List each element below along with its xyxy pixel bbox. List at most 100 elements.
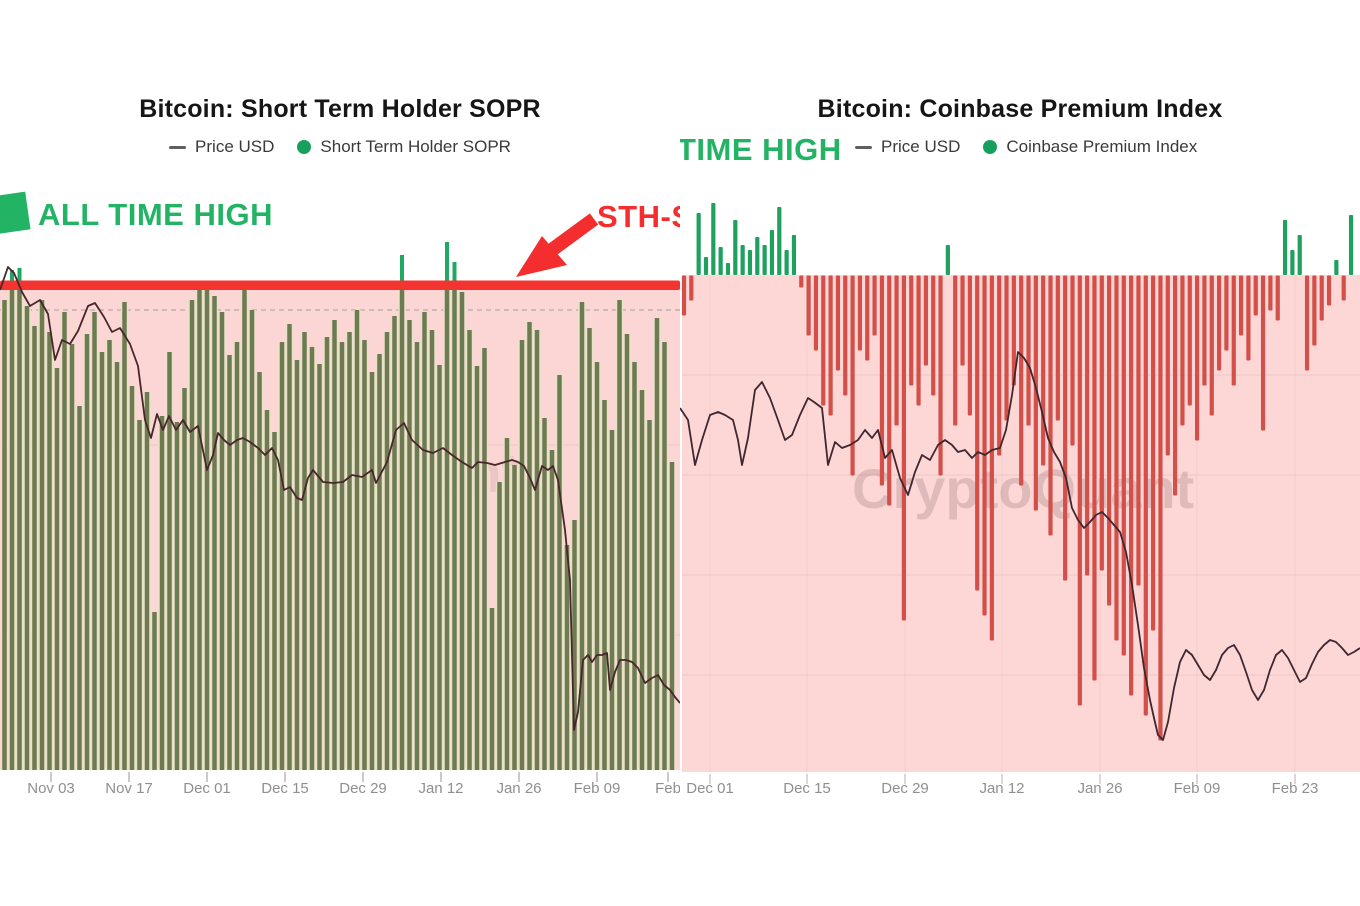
sopr-bar — [399, 285, 405, 770]
sopr-chart-legend: Price USD Short Term Holder SOPR — [0, 137, 680, 157]
premium-bar-positive — [711, 203, 716, 275]
x-axis-label: Jan 26 — [496, 780, 541, 797]
premium-bar-negative — [813, 275, 819, 351]
sopr-bar — [467, 330, 472, 770]
x-axis-label: Dec 01 — [686, 780, 734, 797]
premium-bar-negative — [960, 275, 965, 366]
premium-bar-negative — [799, 275, 804, 288]
premium-bar-negative — [1136, 275, 1141, 586]
sopr-bar — [257, 372, 262, 770]
sopr-bar — [189, 300, 195, 770]
sopr-bar — [122, 302, 127, 770]
premium-bar-negative — [1107, 275, 1112, 606]
sopr-bar — [429, 330, 435, 770]
sopr-bar — [92, 312, 97, 770]
x-axis-label: Nov 17 — [105, 780, 153, 797]
sopr-bar — [227, 355, 232, 770]
sopr-series-dot-icon — [297, 140, 312, 154]
sopr-bar — [579, 302, 585, 770]
x-axis-label: Feb — [655, 780, 680, 797]
premium-bar-negative — [1304, 275, 1310, 371]
premium-bar-positive — [791, 235, 797, 275]
premium-bar-negative — [1070, 275, 1075, 446]
sopr-bar — [482, 348, 487, 770]
sopr-bar — [557, 375, 562, 770]
premium-bar-positive — [1282, 220, 1288, 275]
premium-bar-negative — [989, 275, 994, 641]
premium-bar-negative — [909, 275, 914, 386]
premium-bar-negative — [1173, 275, 1178, 496]
red-arrow-head-icon — [516, 236, 567, 277]
sopr-bar — [654, 318, 660, 770]
sopr-bar — [632, 362, 637, 770]
premium-bar-negative — [1129, 275, 1134, 696]
all-time-high-annotation: ALL TIME HIGH — [38, 197, 273, 232]
sopr-bar — [474, 366, 480, 770]
sopr-bar — [62, 312, 67, 770]
premium-bar-negative — [879, 275, 885, 486]
premium-bar-negative — [1158, 275, 1163, 741]
premium-series-legend-label: Coinbase Premium Index — [1006, 137, 1198, 156]
x-axis-label: Feb 09 — [1174, 780, 1221, 797]
premium-bar-negative — [1019, 275, 1024, 486]
premium-bar-negative — [1004, 275, 1009, 421]
premium-bar-negative — [689, 275, 694, 301]
sopr-bar — [489, 608, 495, 770]
sopr-bar — [662, 342, 667, 770]
premium-bar-negative — [835, 275, 841, 371]
sopr-series-legend-label: Short Term Holder SOPR — [320, 137, 511, 156]
premium-bar-positive — [784, 250, 789, 275]
sopr-bar — [452, 285, 457, 770]
premium-bar-negative — [1326, 275, 1332, 306]
sopr-bar-above-threshold — [17, 268, 22, 285]
sopr-bar — [84, 334, 90, 770]
sopr-bar — [497, 482, 502, 770]
sopr-bar — [564, 545, 570, 770]
sopr-bar — [362, 340, 367, 770]
premium-bar-negative — [1246, 275, 1251, 361]
sopr-bar — [624, 334, 630, 770]
x-axis-label: Feb 09 — [574, 780, 621, 797]
sopr-bar — [137, 420, 142, 770]
premium-bar-negative — [1055, 275, 1060, 421]
sopr-bar — [294, 360, 300, 770]
premium-bar-negative — [982, 275, 987, 616]
premium-chart-legend: Price USD Coinbase Premium Index — [855, 137, 1197, 157]
premium-bar-negative — [872, 275, 877, 336]
premium-bar-negative — [1231, 275, 1236, 386]
x-axis-label: Dec 29 — [881, 780, 929, 797]
sopr-chart-title: Bitcoin: Short Term Holder SOPR — [139, 95, 541, 123]
premium-bar-negative — [1121, 275, 1126, 656]
premium-bar-negative — [1041, 275, 1046, 466]
sopr-bar — [77, 406, 82, 770]
sopr-bar — [9, 285, 15, 770]
sopr-bar — [54, 368, 60, 770]
sopr-bar — [534, 330, 540, 770]
premium-bar-negative — [967, 275, 972, 416]
premium-bar-positive — [762, 245, 767, 275]
premium-bar-negative — [1077, 275, 1082, 706]
sopr-bar — [437, 365, 442, 770]
premium-bar-negative — [681, 275, 687, 316]
premium-bar-negative — [1260, 275, 1266, 431]
sth-sopr-annotation: STH-S — [597, 199, 680, 234]
sopr-bar — [69, 344, 75, 770]
premium-bar-positive — [740, 245, 745, 275]
premium-bar-negative — [1063, 275, 1068, 581]
premium-bar-negative — [1202, 275, 1207, 386]
premium-bar-negative — [931, 275, 936, 396]
sopr-bar-above-threshold — [10, 270, 14, 285]
sopr-bar — [542, 418, 547, 770]
sopr-bar — [114, 362, 120, 770]
sopr-bar — [572, 520, 577, 770]
premium-bar-negative — [843, 275, 848, 396]
premium-bar-negative — [938, 275, 943, 476]
premium-bar-negative — [901, 275, 906, 621]
premium-bar-positive — [769, 230, 775, 275]
premium-bar-negative — [997, 275, 1002, 456]
premium-bar-negative — [1275, 275, 1280, 321]
sopr-bar — [309, 347, 315, 770]
